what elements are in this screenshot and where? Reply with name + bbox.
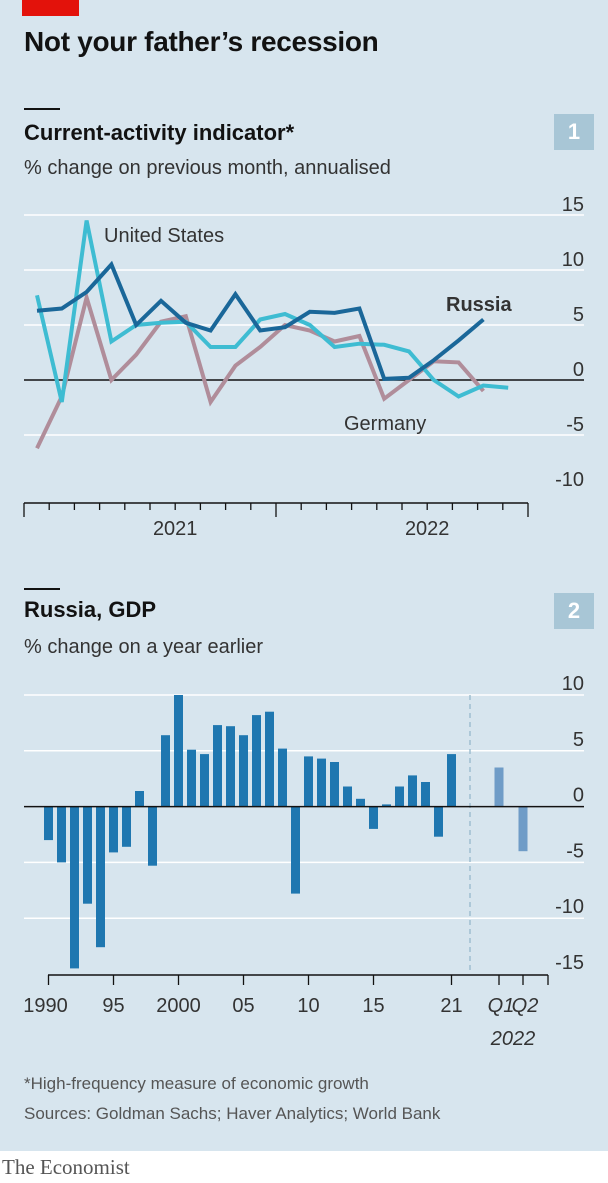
gdp-bar-2008 [278, 748, 287, 807]
gdp-bar-1996 [122, 806, 131, 847]
gdp-bar-1990 [44, 806, 53, 841]
x-tick-label: 2000 [156, 995, 201, 1017]
y-tick-label: -10 [555, 469, 584, 491]
gdp-bar-2010 [304, 756, 313, 807]
gdp-bar-2002 [200, 754, 209, 807]
gdp-bar-2011 [317, 758, 326, 807]
gdp-bar-2005 [239, 735, 248, 807]
y-tick-label: 5 [573, 304, 584, 326]
panel1-title: Current-activity indicator* [24, 120, 295, 145]
gdp-bar-1995 [109, 806, 118, 853]
x-sublabel-2022: 2022 [490, 1028, 536, 1050]
gdp-bar-2000 [174, 695, 183, 807]
y-tick-label: 0 [573, 785, 584, 807]
gdp-bar-1997 [135, 791, 144, 807]
activity-line-chart: -10 -5 0 5 10 15 2021 2022 United States Russia Ge… [23, 194, 584, 540]
panel1-subtitle: % change on previous month, annualised [24, 157, 391, 179]
gdp-bar-2021 [447, 754, 456, 807]
y-tick-label: -15 [555, 952, 584, 974]
gdp-bar-2003 [213, 725, 222, 807]
y-tick-label: 10 [562, 673, 584, 695]
y-tick-label: -5 [566, 840, 584, 862]
gdp-bar-2001 [187, 749, 196, 807]
chart-card: Not your father’s recession Current-acti… [0, 0, 608, 1151]
sources: Sources: Goldman Sachs; Haver Analytics;… [24, 1104, 441, 1123]
y-tick-label: 15 [562, 194, 584, 216]
gdp-bar-1998 [148, 806, 157, 866]
gdp-bar-2020 [434, 806, 443, 837]
forecast-bar-q1 [494, 767, 504, 807]
label-united-states: United States [104, 225, 224, 247]
x-tick-label: 95 [102, 995, 124, 1017]
gdp-bar-1994 [96, 806, 105, 948]
gdp-bar-2004 [226, 726, 235, 807]
gdp-bar-1999 [161, 735, 170, 807]
series-line-united-states [35, 220, 509, 403]
x-tick-label: 05 [232, 995, 254, 1017]
x-tick-label-q2: Q2 [512, 995, 539, 1017]
y-tick-label: -5 [566, 414, 584, 436]
series-line-russia [36, 260, 485, 381]
panel2-rule [24, 588, 60, 590]
gdp-bar-2006 [252, 715, 261, 807]
y-tick-label: -10 [555, 896, 584, 918]
main-title: Not your father’s recession [24, 26, 379, 57]
gdp-bar-2007 [265, 711, 274, 807]
panel2-subtitle: % change on a year earlier [24, 636, 264, 658]
forecast-bar-q2 [518, 806, 528, 852]
gdp-bar-2012 [330, 762, 339, 807]
panel1-rule [24, 108, 60, 110]
panel2-badge: 2 [554, 593, 594, 629]
series-line-germany [35, 289, 485, 450]
x-tick-label: 10 [297, 995, 319, 1017]
gdp-bar-2017 [395, 786, 404, 807]
brand-red-tag [22, 0, 79, 16]
brand-wordmark: The Economist [2, 1155, 130, 1179]
gdp-bar-2015 [369, 806, 378, 829]
gdp-bar-2016 [382, 804, 391, 807]
y-tick-label: 5 [573, 729, 584, 751]
label-russia: Russia [446, 294, 512, 316]
x-tick-label: 21 [440, 995, 462, 1017]
gdp-bar-2018 [408, 775, 417, 807]
gdp-bar-2009 [291, 806, 300, 894]
x-tick-label: 2021 [153, 518, 198, 540]
gdp-bar-1992 [70, 806, 79, 969]
y-tick-label: 10 [562, 249, 584, 271]
x-tick-label-q1: Q1 [488, 995, 515, 1017]
panel2-title: Russia, GDP [24, 597, 157, 622]
gdp-bar-1991 [57, 806, 66, 863]
gdp-bar-1993 [83, 806, 92, 904]
y-tick-label: 0 [573, 359, 584, 381]
x-tick-label: 2022 [405, 518, 450, 540]
x-tick-label: 1990 [23, 995, 68, 1017]
gdp-bar-2014 [356, 798, 365, 807]
footnote: *High-frequency measure of economic grow… [24, 1074, 369, 1093]
x-tick-label: 15 [362, 995, 384, 1017]
panel1-badge: 1 [554, 114, 594, 150]
gdp-bar-2013 [343, 786, 352, 807]
label-germany: Germany [344, 413, 426, 435]
gdp-bar-2019 [421, 782, 430, 807]
